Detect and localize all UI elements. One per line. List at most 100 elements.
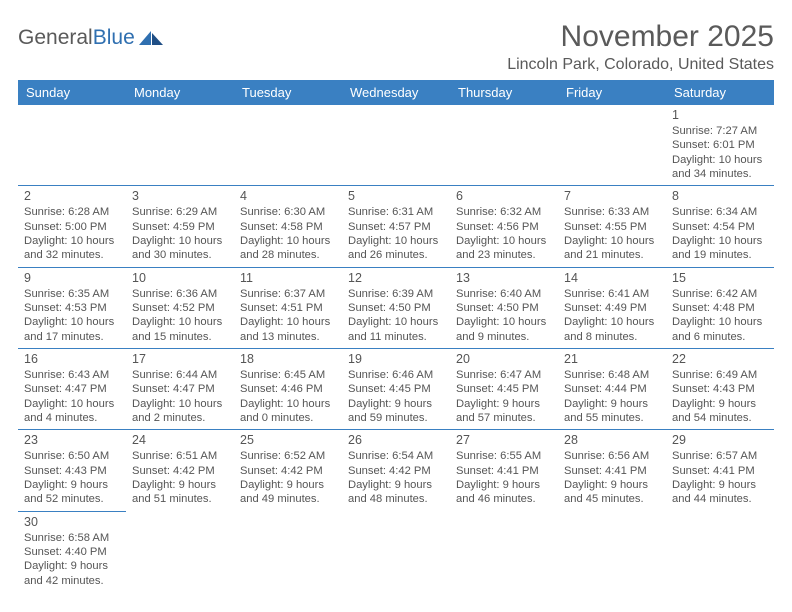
daylight-text: and 9 minutes.	[456, 330, 552, 344]
daylight-text: Daylight: 10 hours	[240, 315, 336, 329]
sunrise-text: Sunrise: 6:28 AM	[24, 205, 120, 219]
calendar-cell	[234, 105, 342, 186]
calendar-cell: 18Sunrise: 6:45 AMSunset: 4:46 PMDayligh…	[234, 348, 342, 429]
calendar-cell: 14Sunrise: 6:41 AMSunset: 4:49 PMDayligh…	[558, 267, 666, 348]
sunrise-text: Sunrise: 6:58 AM	[24, 531, 120, 545]
sunrise-text: Sunrise: 6:40 AM	[456, 287, 552, 301]
calendar-cell	[558, 511, 666, 592]
day-number: 28	[564, 432, 660, 448]
daylight-text: and 6 minutes.	[672, 330, 768, 344]
sunrise-text: Sunrise: 6:33 AM	[564, 205, 660, 219]
calendar-cell: 5Sunrise: 6:31 AMSunset: 4:57 PMDaylight…	[342, 186, 450, 267]
sunset-text: Sunset: 4:57 PM	[348, 220, 444, 234]
calendar-cell: 2Sunrise: 6:28 AMSunset: 5:00 PMDaylight…	[18, 186, 126, 267]
daylight-text: and 17 minutes.	[24, 330, 120, 344]
daylight-text: and 48 minutes.	[348, 492, 444, 506]
day-number: 24	[132, 432, 228, 448]
sunset-text: Sunset: 4:42 PM	[348, 464, 444, 478]
sunrise-text: Sunrise: 6:31 AM	[348, 205, 444, 219]
daylight-text: and 11 minutes.	[348, 330, 444, 344]
sunrise-text: Sunrise: 6:29 AM	[132, 205, 228, 219]
daylight-text: Daylight: 10 hours	[456, 234, 552, 248]
sunset-text: Sunset: 4:49 PM	[564, 301, 660, 315]
sunrise-text: Sunrise: 6:42 AM	[672, 287, 768, 301]
calendar-row: 23Sunrise: 6:50 AMSunset: 4:43 PMDayligh…	[18, 430, 774, 511]
day-number: 10	[132, 270, 228, 286]
sunrise-text: Sunrise: 6:54 AM	[348, 449, 444, 463]
sunrise-text: Sunrise: 6:55 AM	[456, 449, 552, 463]
daylight-text: Daylight: 10 hours	[24, 315, 120, 329]
day-number: 4	[240, 188, 336, 204]
daylight-text: Daylight: 9 hours	[456, 397, 552, 411]
calendar-cell	[126, 105, 234, 186]
sunrise-text: Sunrise: 6:49 AM	[672, 368, 768, 382]
daylight-text: and 51 minutes.	[132, 492, 228, 506]
day-number: 26	[348, 432, 444, 448]
calendar-cell: 27Sunrise: 6:55 AMSunset: 4:41 PMDayligh…	[450, 430, 558, 511]
calendar-cell: 17Sunrise: 6:44 AMSunset: 4:47 PMDayligh…	[126, 348, 234, 429]
day-number: 22	[672, 351, 768, 367]
day-number: 21	[564, 351, 660, 367]
calendar-cell	[234, 511, 342, 592]
calendar-cell	[126, 511, 234, 592]
daylight-text: and 49 minutes.	[240, 492, 336, 506]
calendar-cell: 4Sunrise: 6:30 AMSunset: 4:58 PMDaylight…	[234, 186, 342, 267]
sunset-text: Sunset: 4:58 PM	[240, 220, 336, 234]
daylight-text: Daylight: 9 hours	[564, 478, 660, 492]
day-number: 29	[672, 432, 768, 448]
sunset-text: Sunset: 4:53 PM	[24, 301, 120, 315]
sunrise-text: Sunrise: 6:30 AM	[240, 205, 336, 219]
day-number: 1	[672, 107, 768, 123]
sunset-text: Sunset: 4:54 PM	[672, 220, 768, 234]
daylight-text: Daylight: 9 hours	[24, 478, 120, 492]
sunrise-text: Sunrise: 6:36 AM	[132, 287, 228, 301]
daylight-text: Daylight: 9 hours	[348, 397, 444, 411]
daylight-text: Daylight: 10 hours	[240, 234, 336, 248]
calendar-row: 30Sunrise: 6:58 AMSunset: 4:40 PMDayligh…	[18, 511, 774, 592]
day-number: 8	[672, 188, 768, 204]
sunset-text: Sunset: 4:50 PM	[456, 301, 552, 315]
sunset-text: Sunset: 4:55 PM	[564, 220, 660, 234]
calendar-body: 1Sunrise: 7:27 AMSunset: 6:01 PMDaylight…	[18, 105, 774, 592]
sunrise-text: Sunrise: 6:34 AM	[672, 205, 768, 219]
calendar-row: 2Sunrise: 6:28 AMSunset: 5:00 PMDaylight…	[18, 186, 774, 267]
calendar-cell: 16Sunrise: 6:43 AMSunset: 4:47 PMDayligh…	[18, 348, 126, 429]
sunset-text: Sunset: 4:42 PM	[240, 464, 336, 478]
daylight-text: Daylight: 9 hours	[24, 559, 120, 573]
sunrise-text: Sunrise: 6:56 AM	[564, 449, 660, 463]
daylight-text: and 0 minutes.	[240, 411, 336, 425]
daylight-text: and 2 minutes.	[132, 411, 228, 425]
title-block: November 2025 Lincoln Park, Colorado, Un…	[507, 20, 774, 74]
sunrise-text: Sunrise: 6:51 AM	[132, 449, 228, 463]
calendar-cell	[558, 105, 666, 186]
sunset-text: Sunset: 4:41 PM	[456, 464, 552, 478]
daylight-text: and 45 minutes.	[564, 492, 660, 506]
day-number: 20	[456, 351, 552, 367]
sunset-text: Sunset: 4:45 PM	[348, 382, 444, 396]
daylight-text: and 42 minutes.	[24, 574, 120, 588]
sunrise-text: Sunrise: 6:44 AM	[132, 368, 228, 382]
weekday-header: Saturday	[666, 80, 774, 105]
calendar-cell	[450, 105, 558, 186]
sunset-text: Sunset: 4:47 PM	[132, 382, 228, 396]
daylight-text: Daylight: 10 hours	[132, 234, 228, 248]
month-title: November 2025	[507, 20, 774, 54]
daylight-text: Daylight: 9 hours	[672, 397, 768, 411]
daylight-text: Daylight: 9 hours	[240, 478, 336, 492]
sunset-text: Sunset: 4:43 PM	[672, 382, 768, 396]
day-number: 13	[456, 270, 552, 286]
daylight-text: Daylight: 9 hours	[564, 397, 660, 411]
daylight-text: Daylight: 10 hours	[564, 234, 660, 248]
daylight-text: and 32 minutes.	[24, 248, 120, 262]
sunset-text: Sunset: 4:44 PM	[564, 382, 660, 396]
daylight-text: Daylight: 10 hours	[672, 234, 768, 248]
weekday-header-row: Sunday Monday Tuesday Wednesday Thursday…	[18, 80, 774, 105]
day-number: 9	[24, 270, 120, 286]
daylight-text: and 57 minutes.	[456, 411, 552, 425]
day-number: 16	[24, 351, 120, 367]
calendar-table: Sunday Monday Tuesday Wednesday Thursday…	[18, 80, 774, 592]
daylight-text: and 19 minutes.	[672, 248, 768, 262]
calendar-cell: 24Sunrise: 6:51 AMSunset: 4:42 PMDayligh…	[126, 430, 234, 511]
page-header: GeneralBlue November 2025 Lincoln Park, …	[18, 20, 774, 74]
calendar-cell	[18, 105, 126, 186]
